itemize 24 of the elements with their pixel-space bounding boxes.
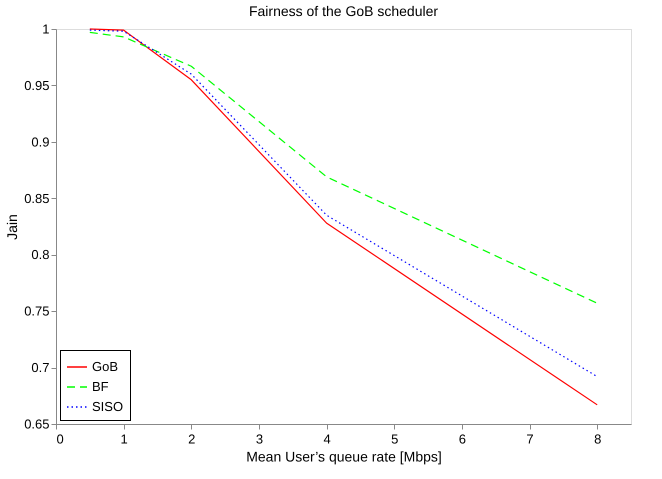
x-tick-label: 8: [594, 432, 602, 446]
y-tick-label: 0.8: [31, 247, 50, 262]
y-tick-label: 0.85: [24, 190, 50, 206]
y-tick-label: 0.75: [24, 304, 50, 319]
x-axis-title: Mean User’s queue rate [Mbps]: [246, 448, 442, 464]
x-tick-label: 4: [323, 432, 331, 446]
x-tick-label: 0: [56, 432, 64, 446]
x-tick-label: 6: [458, 432, 466, 446]
x-tick-label: 1: [120, 432, 128, 446]
x-tick-label: 5: [391, 432, 398, 446]
y-tick-label: 0.7: [31, 360, 50, 376]
y-axis-title: Jain: [4, 214, 20, 240]
legend-label: SISO: [92, 399, 124, 414]
x-tick-label: 7: [526, 432, 534, 446]
chart-title: Fairness of the GoB scheduler: [248, 3, 438, 19]
y-tick-label: 0.9: [31, 134, 50, 150]
line-series: [89, 32, 598, 304]
y-tick-label: 1: [42, 22, 50, 36]
legend-label: GoB: [92, 359, 118, 374]
y-tick-label: 0.95: [24, 78, 50, 93]
x-tick-label: 2: [188, 432, 196, 446]
x-tick-label: 3: [256, 432, 264, 446]
y-tick-label: 0.65: [24, 416, 50, 432]
legend-label: BF: [92, 379, 109, 394]
